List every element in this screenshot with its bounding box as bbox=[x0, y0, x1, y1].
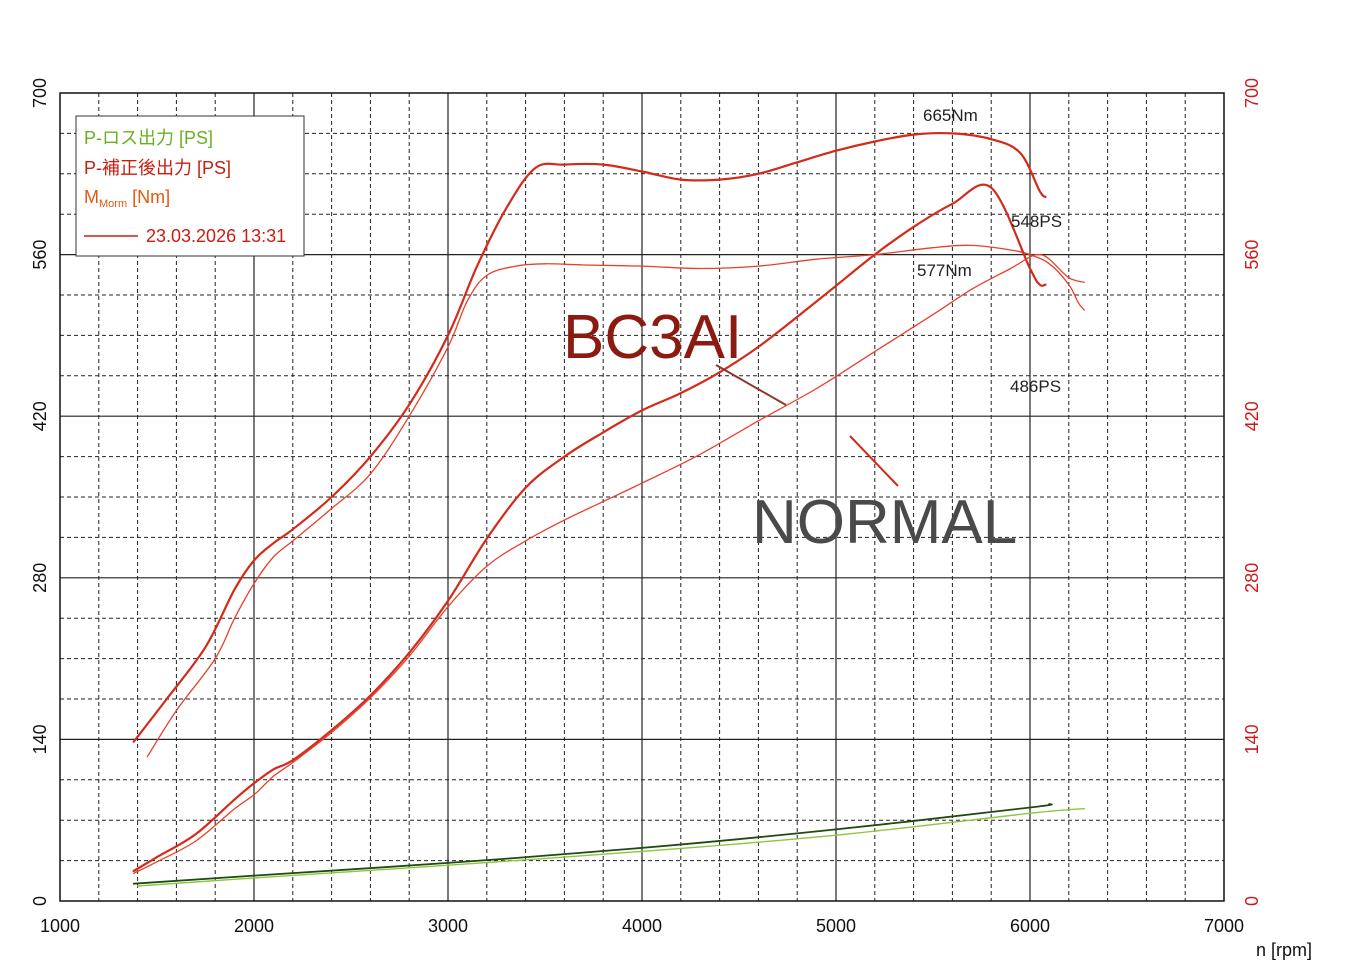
y-tick-label-right: 0 bbox=[1242, 896, 1262, 906]
x-tick-label: 1000 bbox=[40, 916, 80, 936]
y-axis-right-ticks: 0 140 280 420 560 700 bbox=[1242, 78, 1262, 906]
legend-torque-unit: [Nm] bbox=[127, 187, 170, 207]
y-tick-label-right: 140 bbox=[1242, 724, 1262, 754]
y-tick-label-left: 0 bbox=[30, 896, 50, 906]
power-bc3ai-line bbox=[132, 183, 1047, 873]
x-tick-label: 6000 bbox=[1010, 916, 1050, 936]
x-tick-label: 4000 bbox=[622, 916, 662, 936]
x-tick-label: 2000 bbox=[234, 916, 274, 936]
bc3ai-pointer-line bbox=[715, 364, 787, 406]
x-axis-label: n [rpm] bbox=[1256, 940, 1312, 960]
loss-power-normal-line bbox=[136, 808, 1085, 887]
legend-box bbox=[75, 115, 305, 257]
legend-torque-label: MMorm [Nm] bbox=[84, 187, 170, 210]
y-tick-label-right: 560 bbox=[1242, 240, 1262, 270]
annotation-577nm: 577Nm bbox=[917, 261, 972, 280]
annotation-548ps: 548PS bbox=[1011, 212, 1062, 231]
annotation-665nm: 665Nm bbox=[923, 106, 978, 125]
x-axis-ticks: 1000 2000 3000 4000 5000 6000 7000 bbox=[40, 916, 1244, 936]
y-tick-label-right: 700 bbox=[1242, 78, 1262, 108]
y-axis-left-ticks: 0 140 280 420 560 700 bbox=[30, 78, 50, 906]
x-tick-label: 7000 bbox=[1204, 916, 1244, 936]
y-tick-label-left: 140 bbox=[30, 724, 50, 754]
torque-bc3ai-line bbox=[132, 131, 1047, 743]
plot-frame bbox=[59, 92, 1225, 902]
y-tick-label-left: 700 bbox=[30, 78, 50, 108]
y-tick-label-right: 280 bbox=[1242, 563, 1262, 593]
annotation-486ps: 486PS bbox=[1010, 377, 1061, 396]
legend: P-ロス出力 [PS] P-補正後出力 [PS] MMorm [Nm] 23.0… bbox=[75, 115, 305, 257]
series-layer bbox=[132, 131, 1085, 887]
legend-date-label: 23.03.2026 13:31 bbox=[146, 226, 286, 246]
legend-corrected-label: P-補正後出力 [PS] bbox=[84, 158, 231, 178]
loss-power-bc3ai-line bbox=[132, 803, 1053, 885]
y-tick-label-left: 560 bbox=[30, 240, 50, 270]
legend-torque-sub: Morm bbox=[99, 198, 127, 210]
legend-torque-main: M bbox=[84, 187, 99, 207]
legend-loss-label: P-ロス出力 [PS] bbox=[84, 128, 213, 148]
normal-label: NORMAL bbox=[752, 488, 1017, 557]
power-normal-line bbox=[133, 253, 1085, 874]
y-tick-label-right: 420 bbox=[1242, 401, 1262, 431]
bc3ai-label: BC3AI bbox=[563, 303, 742, 372]
normal-pointer-line bbox=[849, 435, 899, 487]
torque-normal-line bbox=[146, 244, 1085, 758]
x-tick-label: 5000 bbox=[816, 916, 856, 936]
y-tick-label-left: 420 bbox=[30, 401, 50, 431]
x-tick-label: 3000 bbox=[428, 916, 468, 936]
y-tick-label-left: 280 bbox=[30, 563, 50, 593]
